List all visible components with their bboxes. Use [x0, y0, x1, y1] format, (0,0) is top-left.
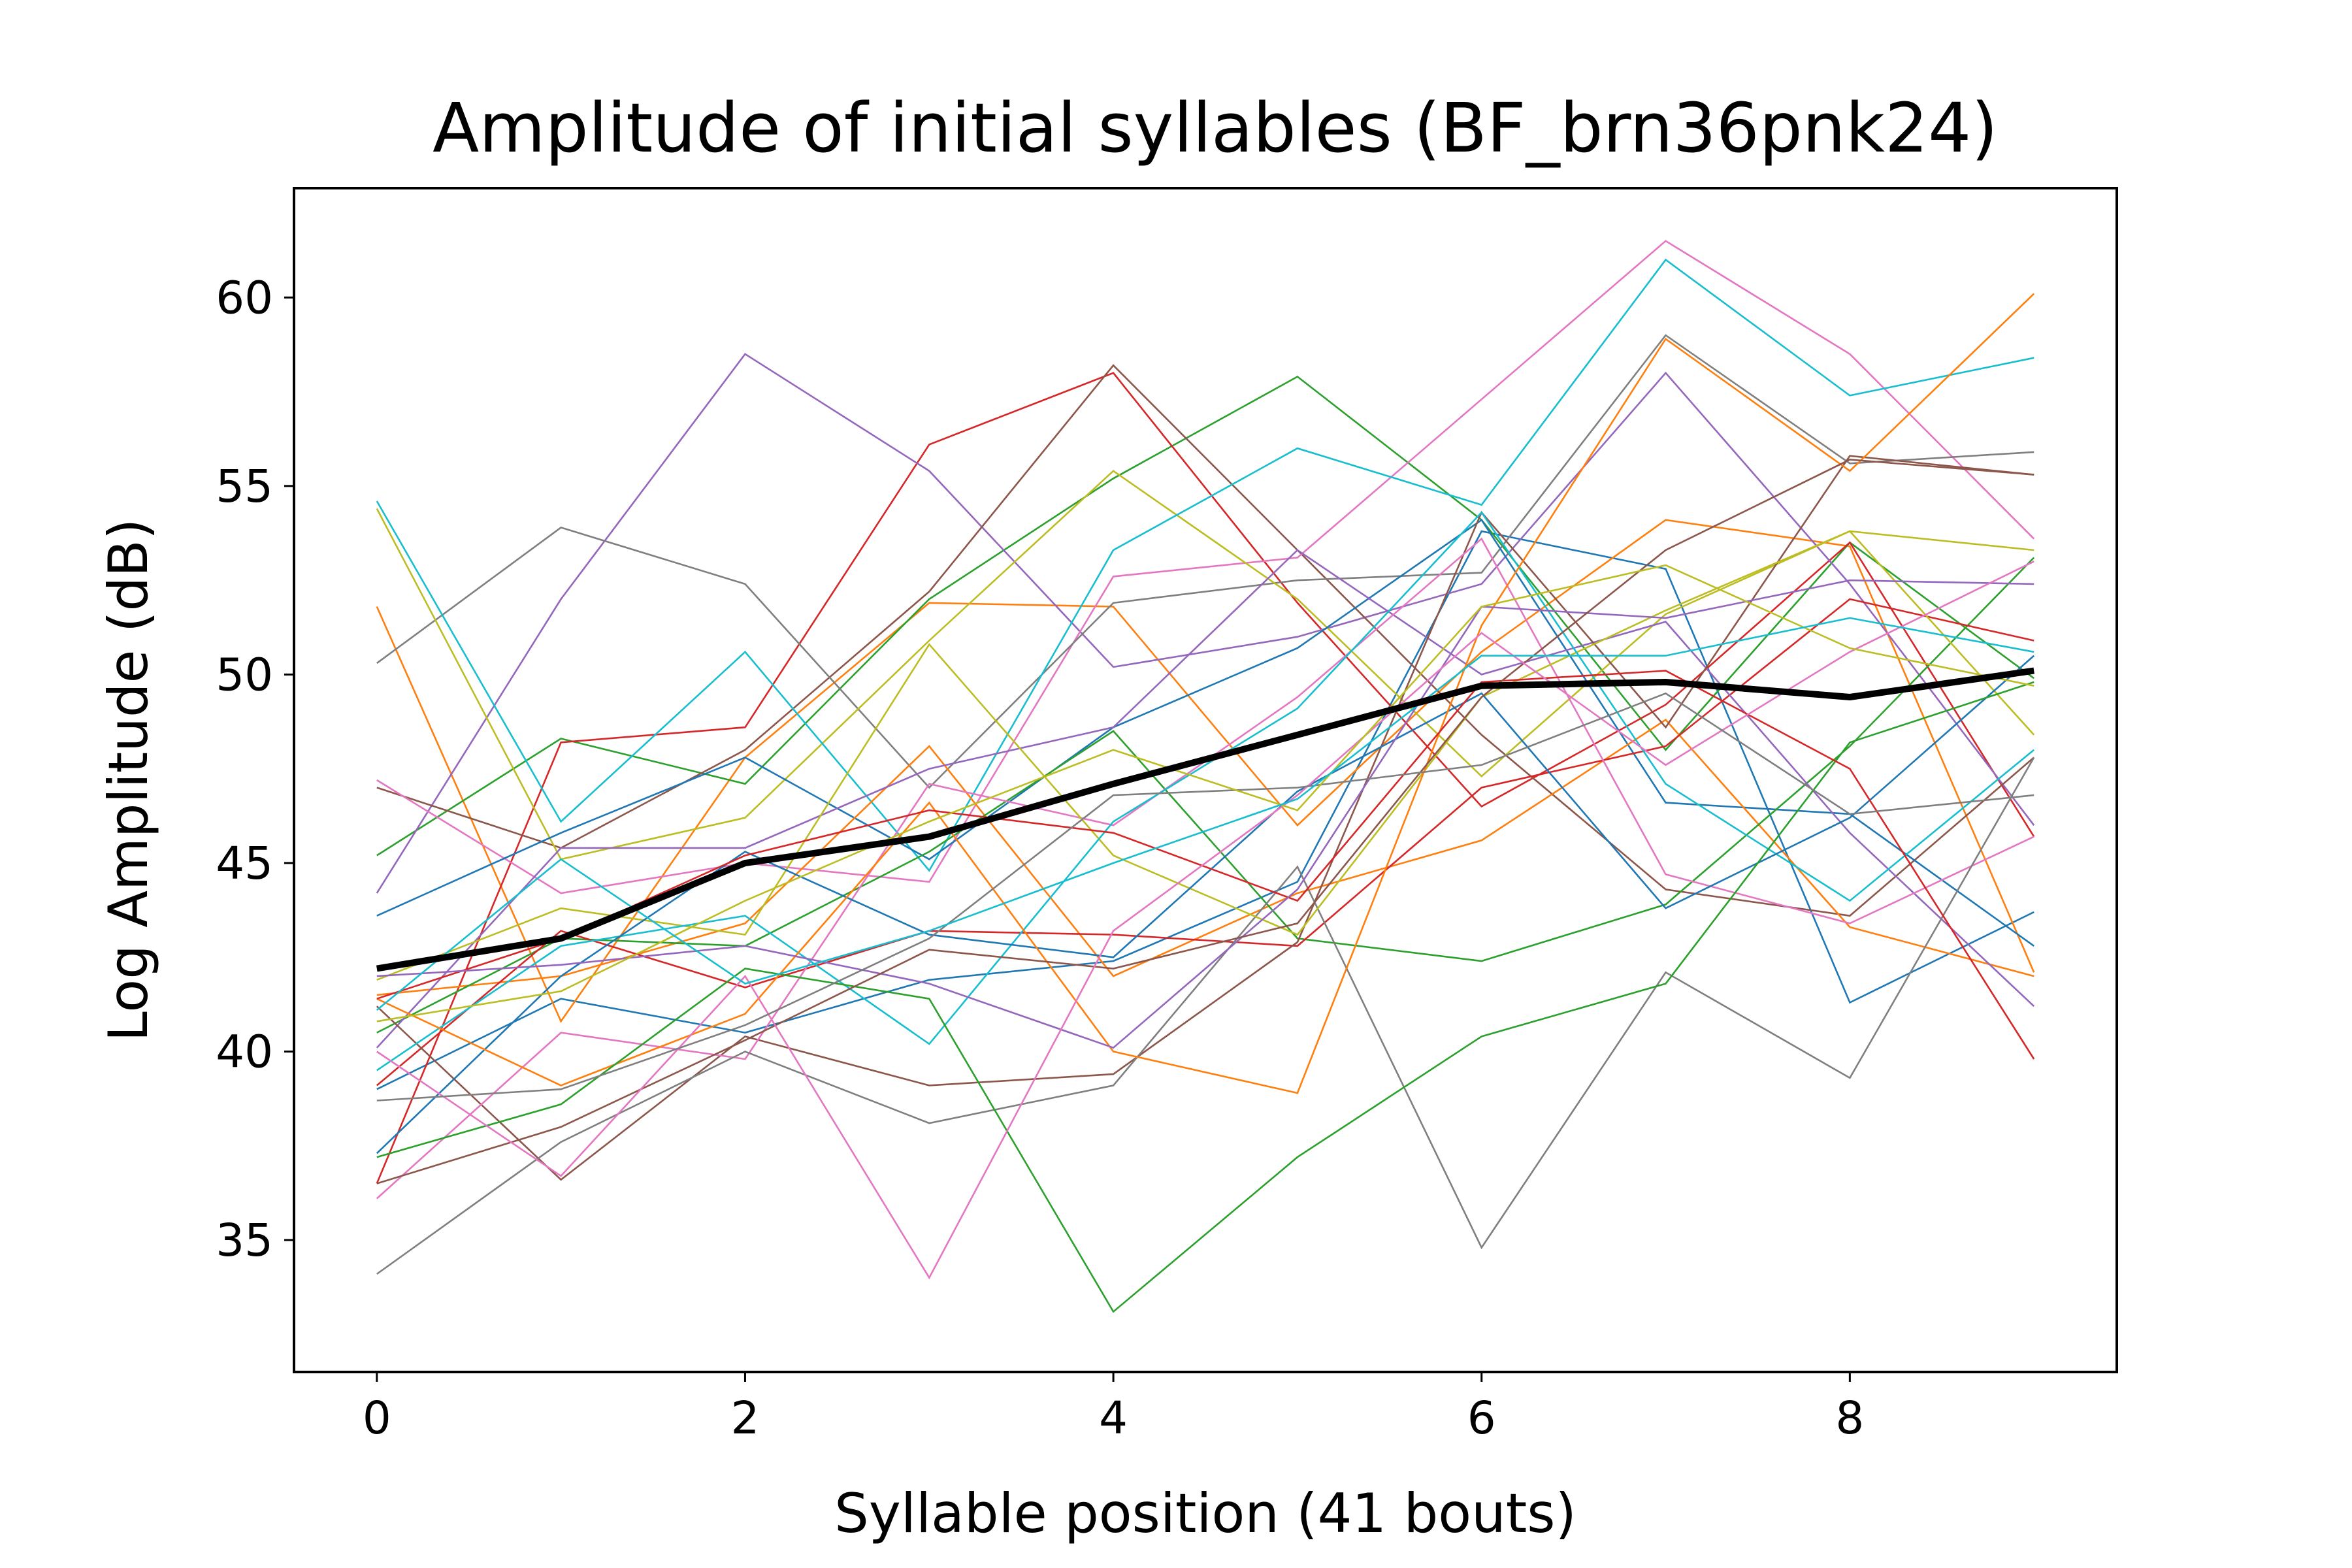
y-tick-label: 45	[216, 838, 273, 890]
x-tick-label: 0	[363, 1392, 391, 1445]
series-line-3	[376, 375, 2034, 857]
series-line-10	[376, 258, 2034, 872]
x-axis: 0 2 4 6 8	[363, 1372, 1864, 1445]
series-line-12	[376, 718, 2034, 996]
y-axis-label: Log Amplitude (dB)	[97, 519, 160, 1042]
series-line-11	[376, 518, 2034, 947]
chart-title: Amplitude of initial syllables (BF_brn36…	[433, 88, 1998, 168]
y-tick-label: 35	[216, 1215, 273, 1267]
series-line-23	[376, 681, 2034, 1313]
series-line-1	[376, 530, 2034, 1090]
series-line-9	[376, 470, 2034, 860]
series-line-14	[376, 598, 2034, 1086]
y-tick-label: 50	[216, 649, 273, 701]
series-line-4	[376, 372, 2035, 1184]
series-line-6	[376, 364, 2035, 917]
series-line-13	[376, 557, 2035, 1034]
series-line-22	[376, 293, 2035, 1094]
x-axis-label: Syllable position (41 bouts)	[834, 1482, 1576, 1545]
series-layer	[376, 240, 2035, 1313]
x-tick-label: 8	[1835, 1392, 1864, 1445]
series-line-8	[376, 334, 2034, 789]
series-line-18	[376, 757, 2035, 1275]
mean-line	[376, 667, 2034, 972]
series-line-27	[376, 561, 2034, 1280]
series-line-2	[376, 519, 2035, 1023]
y-tick-label: 40	[216, 1026, 273, 1078]
series-line-25	[376, 579, 2034, 1049]
y-tick-label: 55	[216, 461, 273, 513]
series-line-7	[376, 240, 2035, 894]
series-line-16	[376, 455, 2034, 1181]
series-line-26	[376, 459, 2034, 1184]
series-line-30	[376, 617, 2034, 1011]
series-line-29	[376, 564, 2034, 1022]
series-line-20	[376, 511, 2035, 1071]
series-line-24	[376, 670, 2035, 1060]
y-tick-label: 60	[216, 272, 273, 324]
plot-frame	[293, 187, 2118, 1373]
y-axis: 35 40 45 50 55 60	[216, 272, 294, 1267]
x-tick-label: 2	[731, 1392, 760, 1445]
series-line-15	[376, 549, 2035, 1049]
series-line-5	[376, 353, 2035, 894]
x-tick-label: 4	[1099, 1392, 1128, 1445]
x-tick-label: 6	[1467, 1392, 1496, 1445]
mean-layer	[376, 667, 2034, 972]
series-line-28	[376, 692, 2034, 1102]
